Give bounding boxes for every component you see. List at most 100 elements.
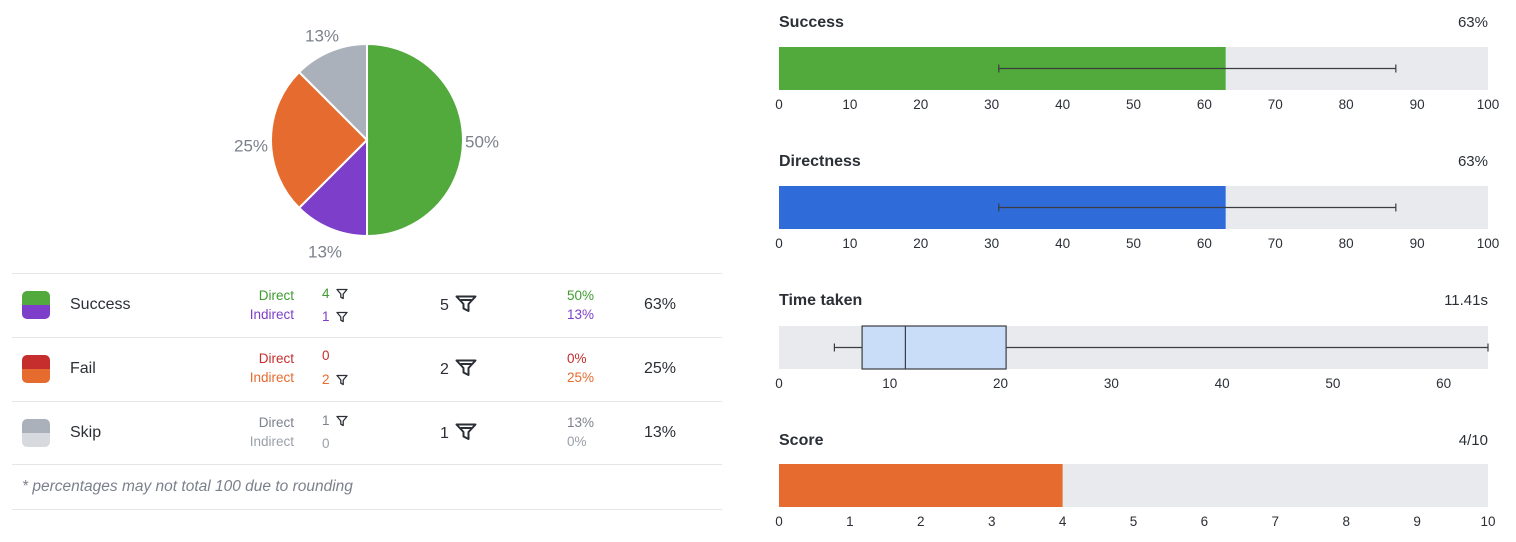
axis-tick-label: 8 (1342, 514, 1350, 529)
axis-tick-label: 30 (984, 236, 999, 251)
axis-tick-label: 60 (1197, 97, 1212, 112)
swatch-indirect (22, 369, 50, 383)
axis-tick-label: 60 (1436, 376, 1451, 391)
results-pie-chart: 50% 13% 25% 13% (234, 26, 499, 261)
axis-tick-label: 100 (1477, 236, 1500, 251)
metric-value: 4/10 (1458, 432, 1488, 449)
axis-tick-label: 30 (1104, 376, 1119, 391)
pie-slice (297, 137, 368, 238)
filter-icon[interactable] (455, 359, 477, 377)
indirect-label: Indirect (249, 370, 294, 385)
swatch-indirect (22, 305, 50, 319)
axis-tick-label: 50 (1126, 97, 1141, 112)
axis-tick-label: 40 (1055, 97, 1070, 112)
metrics-panel: Success 63% 0 10 20 30 40 50 60 70 80 90 100 Direc… (760, 0, 1516, 542)
row-label: Fail (70, 360, 96, 377)
axis-tick-label: 6 (1201, 514, 1209, 529)
axis-tick-label: 7 (1272, 514, 1280, 529)
indirect-pct: 25% (567, 370, 595, 385)
row-label: Skip (70, 424, 102, 441)
filter-icon[interactable] (455, 295, 477, 313)
axis-tick-label: 0 (775, 514, 783, 529)
metric-value: 63% (1457, 14, 1488, 31)
pie-slice-label: 13% (308, 242, 342, 261)
total-pct: 63% (644, 296, 677, 313)
metric-title: Score (779, 432, 824, 449)
swatch-direct (22, 291, 50, 305)
score-bar-chart: 0 1 2 3 4 5 6 7 8 9 10 (775, 464, 1496, 529)
result-row-success: Success Direct Indirect 4 1 5 50% 13% 63… (12, 274, 722, 337)
metric-title: Success (779, 14, 844, 31)
total-count[interactable]: 2 (440, 359, 477, 379)
axis-tick-label: 5 (1130, 514, 1138, 529)
axis-tick-label: 4 (1059, 514, 1067, 529)
success-swatch (22, 291, 50, 319)
axis-tick-label: 20 (913, 236, 928, 251)
swatch-indirect (22, 433, 50, 447)
axis-tick-label: 10 (842, 236, 857, 251)
divider (12, 401, 722, 402)
error-bar (998, 203, 1397, 212)
axis-tick-label: 60 (1197, 236, 1212, 251)
axis-tick-label: 10 (842, 97, 857, 112)
axis-tick-label: 100 (1477, 97, 1500, 112)
metric-value: 11.41s (1444, 292, 1488, 309)
indirect-count[interactable]: 1 (322, 309, 348, 324)
total-pct: 25% (644, 360, 677, 377)
fail-swatch (22, 355, 50, 383)
axis-tick-label: 20 (913, 97, 928, 112)
filter-icon[interactable] (335, 311, 348, 323)
axis-tick-label: 80 (1339, 236, 1354, 251)
metric-value: 63% (1457, 153, 1488, 170)
metric-title: Directness (779, 153, 861, 170)
filter-icon[interactable] (455, 423, 477, 441)
swatch-direct (22, 419, 50, 433)
direct-count[interactable]: 4 (322, 286, 348, 301)
divider (12, 464, 722, 465)
direct-count[interactable]: 1 (322, 413, 348, 428)
pie-slice (366, 42, 464, 238)
filter-icon[interactable] (335, 374, 348, 386)
direct-pct: 0% (567, 351, 587, 366)
axis-tick-label: 0 (775, 236, 783, 251)
pie-slice-label: 13% (305, 26, 339, 45)
result-row-fail: Fail Direct Indirect 0 2 2 0% 25% 25% (12, 338, 722, 401)
task-results-panel: 50% 13% 25% 13% Success Direct Indirect 4 1… (0, 0, 735, 542)
direct-pct: 50% (567, 288, 595, 303)
indirect-label: Indirect (249, 307, 294, 322)
filter-icon[interactable] (335, 288, 348, 300)
box-plot (833, 325, 1489, 370)
pie-slice-label: 50% (465, 132, 499, 151)
indirect-count: 0 (322, 436, 330, 451)
indirect-count[interactable]: 2 (322, 372, 348, 387)
divider (12, 273, 722, 274)
total-pct: 13% (644, 424, 677, 441)
axis-tick-label: 90 (1410, 236, 1425, 251)
axis-tick-label: 1 (846, 514, 854, 529)
axis-tick-label: 10 (882, 376, 897, 391)
total-count[interactable]: 5 (440, 295, 477, 315)
filter-icon[interactable] (335, 415, 348, 427)
axis-tick-label: 30 (984, 97, 999, 112)
swatch-direct (22, 355, 50, 369)
pie-slice-label: 25% (234, 136, 268, 155)
metric-title: Time taken (779, 292, 863, 309)
direct-label: Direct (258, 415, 294, 430)
axis-tick-label: 80 (1339, 97, 1354, 112)
axis-tick-label: 90 (1410, 97, 1425, 112)
total-count[interactable]: 1 (440, 423, 477, 443)
time-taken-box-plot: 0 10 20 30 40 50 60 (775, 325, 1489, 391)
axis-tick-label: 9 (1413, 514, 1421, 529)
rounding-footnote: * percentages may not total 100 due to r… (22, 478, 353, 495)
directness-bar-chart: 0 10 20 30 40 50 60 70 80 90 100 (775, 186, 1499, 251)
axis-tick-label: 50 (1325, 376, 1340, 391)
axis-tick-label: 0 (775, 376, 783, 391)
axis-tick-label: 40 (1055, 236, 1070, 251)
bar-fill (779, 464, 1063, 507)
direct-label: Direct (258, 288, 294, 303)
axis-tick-label: 10 (1480, 514, 1495, 529)
direct-count: 0 (322, 348, 330, 363)
indirect-label: Indirect (249, 434, 294, 449)
direct-label: Direct (258, 351, 294, 366)
indirect-pct: 13% (567, 307, 595, 322)
